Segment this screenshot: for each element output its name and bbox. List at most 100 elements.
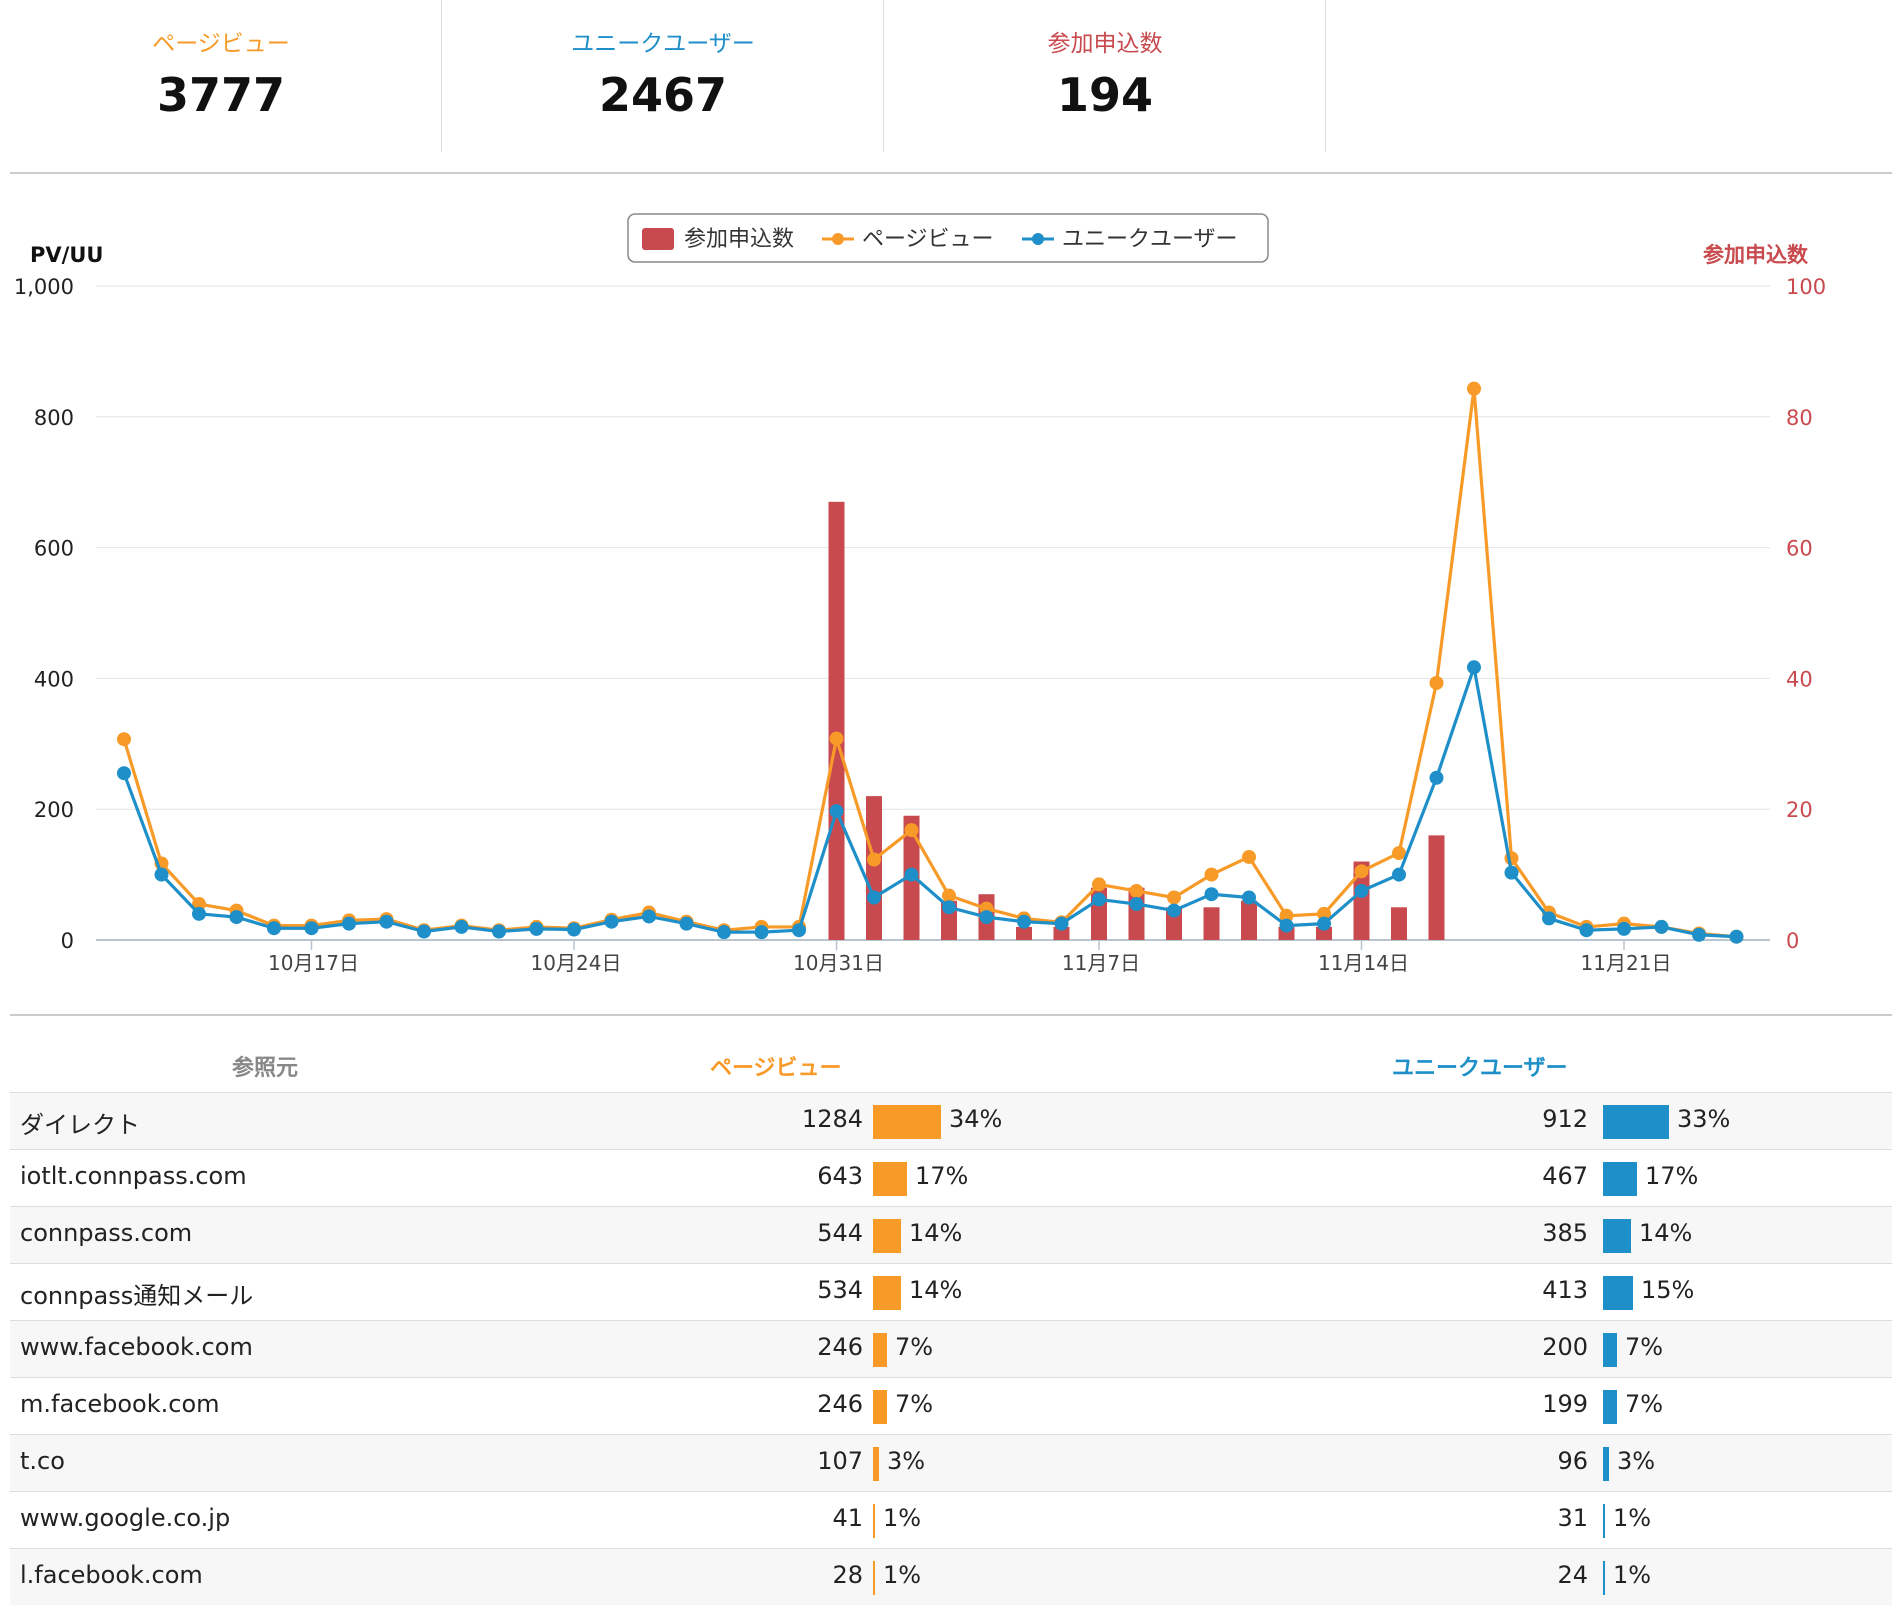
- y-tick-label-right: 60: [1786, 537, 1813, 561]
- unique-user-share-label: 7%: [1625, 1390, 1664, 1418]
- point-unique-users: [1129, 897, 1144, 912]
- y-tick-label-left: 1,000: [14, 275, 74, 299]
- table-header: 参照元 ページビュー ユニークユーザー: [10, 1036, 1892, 1092]
- point-unique-users: [754, 925, 769, 940]
- unique-user-share-bar: [1603, 1276, 1633, 1310]
- referrer-table: 参照元 ページビュー ユニークユーザー ダイレクト 1284 34% 912 33% io…: [10, 1036, 1892, 1605]
- unique-user-share-label: 7%: [1625, 1333, 1664, 1361]
- divider: [10, 172, 1892, 174]
- table-row: m.facebook.com 246 7% 199 7%: [10, 1377, 1892, 1434]
- pageview-count: 28: [832, 1561, 863, 1589]
- pageview-share-label: 34%: [949, 1105, 1003, 1133]
- point-pageviews: [1429, 675, 1444, 690]
- point-unique-users: [342, 916, 356, 931]
- legend-marker-pageviews: [832, 233, 844, 245]
- divider: [10, 1014, 1892, 1016]
- y-tick-label-right: 0: [1786, 929, 1799, 953]
- pageview-count: 41: [832, 1504, 863, 1532]
- x-tick-label: 11月14日: [1318, 951, 1409, 975]
- point-unique-users: [379, 914, 394, 929]
- point-unique-users: [229, 910, 244, 925]
- bar-entries: [1016, 926, 1032, 940]
- table-row: connpass.com 544 14% 385 14%: [10, 1206, 1892, 1263]
- pageview-share-label: 7%: [895, 1390, 934, 1418]
- table-row: l.facebook.com 28 1% 24 1%: [10, 1548, 1892, 1605]
- bar-entries: [1316, 926, 1332, 940]
- point-pageviews: [1354, 864, 1369, 879]
- legend-box: [627, 213, 1269, 263]
- unique-user-share-bar: [1603, 1504, 1605, 1538]
- point-unique-users: [267, 921, 281, 936]
- bar-entries: [1391, 907, 1407, 940]
- legend-label-pageviews: ページビュー: [862, 227, 994, 252]
- point-pageviews: [1092, 877, 1106, 892]
- point-unique-users: [942, 900, 956, 915]
- pageview-share-label: 7%: [895, 1333, 934, 1361]
- point-unique-users: [792, 923, 806, 938]
- point-pageviews: [117, 732, 131, 747]
- divider: [441, 0, 442, 152]
- stat-label: ページビュー: [152, 31, 290, 57]
- point-unique-users: [1692, 927, 1706, 942]
- point-pageviews: [1129, 883, 1144, 898]
- legend-marker-unique-users: [1032, 233, 1044, 245]
- point-unique-users: [1504, 865, 1519, 880]
- pageview-share-bar: [873, 1219, 901, 1253]
- point-unique-users: [1392, 867, 1406, 882]
- point-unique-users: [1354, 883, 1369, 898]
- y-tick-label-right: 80: [1786, 406, 1813, 430]
- x-tick-label: 10月24日: [531, 951, 622, 975]
- table-row: www.google.co.jp 41 1% 31 1%: [10, 1491, 1892, 1548]
- referrer-source: connpass通知メール: [20, 1282, 254, 1310]
- y-tick-label-left: 400: [34, 667, 74, 691]
- stat-label: ユニークユーザー: [571, 31, 755, 57]
- point-unique-users: [904, 867, 919, 882]
- table-row: ダイレクト 1284 34% 912 33%: [10, 1092, 1892, 1149]
- stat-entries: 参加申込数 194: [884, 0, 1326, 152]
- point-unique-users: [717, 925, 731, 940]
- legend-label-entries: 参加申込数: [684, 227, 794, 252]
- referrer-source: ダイレクト: [20, 1111, 140, 1139]
- x-tick-label: 10月17日: [268, 951, 359, 975]
- point-unique-users: [154, 867, 169, 882]
- point-unique-users: [1579, 923, 1594, 938]
- pageview-share-bar: [873, 1276, 901, 1310]
- pageview-count: 107: [817, 1447, 863, 1475]
- point-pageviews: [1467, 381, 1481, 396]
- point-unique-users: [529, 921, 544, 936]
- y-tick-label-left: 800: [34, 406, 74, 430]
- bar-entries: [828, 501, 845, 940]
- pageview-share-label: 3%: [887, 1447, 926, 1475]
- point-unique-users: [1429, 770, 1444, 785]
- point-pageviews: [1242, 849, 1256, 864]
- column-header-unique-users: ユニークユーザー: [1392, 1056, 1568, 1081]
- x-tick-label: 11月21日: [1581, 951, 1672, 975]
- stat-label: 参加申込数: [1047, 31, 1163, 57]
- unique-user-share-label: 33%: [1677, 1105, 1731, 1133]
- pageview-count: 544: [817, 1219, 863, 1247]
- stat-value: 3777: [156, 68, 286, 122]
- x-tick-label: 11月7日: [1062, 951, 1140, 975]
- point-unique-users: [304, 921, 319, 936]
- point-unique-users: [679, 916, 694, 931]
- unique-user-share-label: 1%: [1613, 1504, 1652, 1532]
- point-pageviews: [904, 823, 919, 838]
- point-pageviews: [1317, 906, 1331, 921]
- y-tick-label-right: 40: [1786, 667, 1813, 691]
- point-pageviews: [192, 897, 206, 912]
- column-header-source: 参照元: [232, 1056, 299, 1081]
- pageview-share-label: 14%: [909, 1219, 963, 1247]
- table-row: iotlt.connpass.com 643 17% 467 17%: [10, 1149, 1892, 1206]
- pageview-count: 246: [817, 1333, 863, 1361]
- point-pageviews: [867, 852, 881, 867]
- legend-swatch-entries: [642, 228, 674, 250]
- point-unique-users: [1204, 887, 1219, 902]
- pageview-count: 643: [817, 1162, 863, 1190]
- unique-user-share-bar: [1603, 1162, 1637, 1196]
- pageview-share-bar: [873, 1390, 887, 1424]
- unique-user-share-label: 15%: [1641, 1276, 1695, 1304]
- point-pageviews: [1279, 908, 1294, 923]
- pageview-share-label: 17%: [915, 1162, 969, 1190]
- pageview-share-bar: [873, 1162, 907, 1196]
- pageview-share-label: 1%: [883, 1561, 922, 1589]
